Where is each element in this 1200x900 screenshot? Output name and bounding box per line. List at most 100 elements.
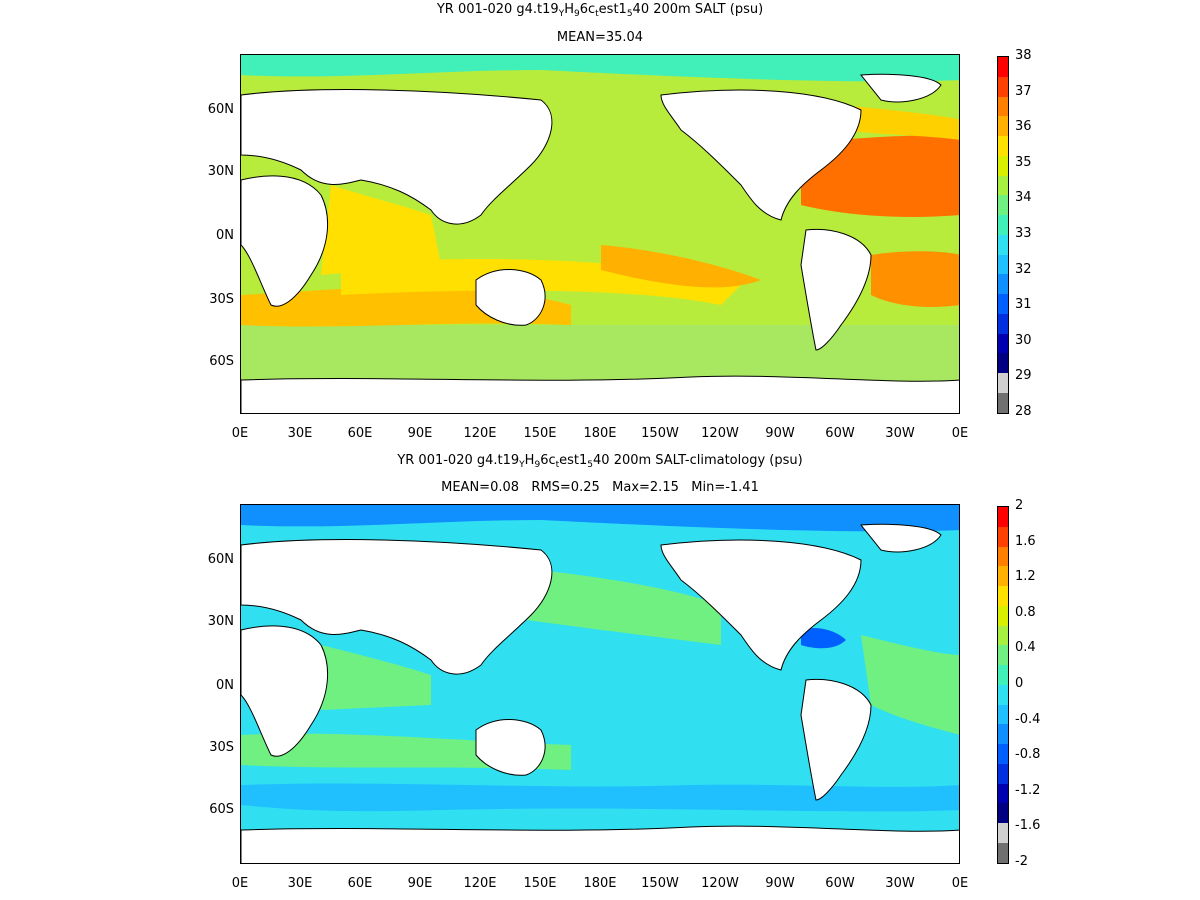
panel1-lon-label: 120E [463,426,497,441]
colorbar-segment [998,704,1008,725]
colorbar-segment [998,783,1008,804]
panel2-lat-label-0n: 0N [216,678,234,693]
colorbar-tick-label: -1.2 [1015,782,1041,798]
colorbar-tick-label: 2 [1015,498,1024,513]
panel1-lon-label: 180E [583,426,617,441]
colorbar-segment [998,234,1008,255]
colorbar-segment [998,625,1008,646]
panel2-lon-label: 30W [885,876,915,891]
colorbar-segment [998,843,1008,863]
colorbar-segment [998,155,1008,176]
panel1-lat-label-0n: 0N [216,228,234,243]
colorbar-tick-label: 35 [1015,154,1032,170]
panel2-lon-label: 90W [765,876,795,891]
panel2-colorbar [997,506,1009,864]
colorbar-segment [998,373,1008,394]
panel2-title: YR 001-020 g4.t19YH96ctest1540 200m SALT… [397,453,803,470]
colorbar-segment [998,526,1008,547]
panel1-lon-label: 120W [701,426,739,441]
colorbar-tick-label: 34 [1015,190,1032,206]
panel2-lon-label: 180E [583,876,617,891]
colorbar-tick-label: 32 [1015,261,1032,277]
panel1-lon-label: 150W [641,426,679,441]
colorbar-tick-label: -0.8 [1015,747,1041,763]
colorbar-segment [998,803,1008,824]
colorbar-tick-label: 29 [1015,368,1032,384]
colorbar-tick-label: 33 [1015,226,1032,241]
colorbar-segment [998,507,1008,527]
panel2-lon-label: 90E [407,876,433,891]
colorbar-tick-label: -1.6 [1015,818,1041,834]
colorbar-tick-label: 28 [1015,404,1032,419]
colorbar-tick-label: 0.8 [1015,604,1036,620]
colorbar-tick-label: -2 [1015,854,1028,869]
panel1-lat-label-60s: 60S [209,354,234,369]
colorbar-segment [998,684,1008,705]
colorbar-segment [998,76,1008,97]
colorbar-segment [998,605,1008,626]
panel2-lon-label: 150E [523,876,557,891]
colorbar-segment [998,136,1008,156]
panel1-lat-label-30n: 30N [207,164,234,179]
panel2-lon-label: 60W [825,876,855,891]
panel1-colorbar [997,56,1009,414]
colorbar-segment [998,744,1008,764]
colorbar-tick-label: -0.4 [1015,711,1041,727]
panel1-lon-label: 150E [523,426,557,441]
panel1-map [240,54,960,414]
colorbar-segment [998,566,1008,587]
panel1-lon-label: 90W [765,426,795,441]
panel2-lon-label: 30E [287,876,313,891]
panel1-title: YR 001-020 g4.t19YH96ctest1540 200m SALT… [436,2,764,19]
colorbar-segment [998,333,1008,354]
panel2-lat-label-60s: 60S [209,802,234,817]
colorbar-tick-label: 30 [1015,332,1032,348]
panel1-lat-label-30s: 30S [209,292,234,307]
panel1-lon-label: 60W [825,426,855,441]
colorbar-segment [998,313,1008,334]
colorbar-segment [998,195,1008,216]
colorbar-tick-label: 0 [1015,676,1024,691]
colorbar-segment [998,96,1008,117]
colorbar-tick-label: 38 [1015,48,1032,63]
panel1-lon-label: 90E [407,426,433,441]
panel2-lat-label-30s: 30S [209,740,234,755]
panel2-lon-label: 0E [231,876,249,891]
colorbar-segment [998,175,1008,196]
panel1-lon-label: 30W [885,426,915,441]
colorbar-segment [998,586,1008,606]
colorbar-segment [998,254,1008,275]
colorbar-segment [998,57,1008,77]
panel2-lat-label-60n: 60N [207,552,234,567]
colorbar-segment [998,215,1008,235]
colorbar-segment [998,353,1008,374]
colorbar-tick-label: 0.4 [1015,640,1036,656]
panel1-lat-label-60n: 60N [207,102,234,117]
colorbar-tick-label: 1.6 [1015,533,1036,549]
colorbar-segment [998,116,1008,137]
colorbar-segment [998,645,1008,666]
colorbar-segment [998,274,1008,295]
panel2-lon-label: 120E [463,876,497,891]
panel2-lat-label-30n: 30N [207,614,234,629]
panel1-lon-label: 0E [231,426,249,441]
colorbar-tick-label: 31 [1015,297,1032,313]
panel2-lon-label: 150W [641,876,679,891]
panel2-lon-label: 0E [951,876,969,891]
panel2-map [240,504,960,864]
colorbar-tick-label: 36 [1015,119,1032,135]
panel1-lon-label: 0E [951,426,969,441]
panel2-lon-label: 60E [347,876,373,891]
panel1-lon-label: 60E [347,426,373,441]
colorbar-segment [998,724,1008,745]
colorbar-segment [998,546,1008,567]
colorbar-segment [998,823,1008,844]
panel2-subtitle: MEAN=0.08 RMS=0.25 Max=2.15 Min=-1.41 [441,480,759,495]
panel1-subtitle: MEAN=35.04 [556,30,644,45]
colorbar-tick-label: 1.2 [1015,569,1036,585]
colorbar-segment [998,763,1008,784]
colorbar-segment [998,294,1008,314]
colorbar-segment [998,393,1008,413]
colorbar-segment [998,665,1008,685]
panel2-lon-label: 120W [701,876,739,891]
